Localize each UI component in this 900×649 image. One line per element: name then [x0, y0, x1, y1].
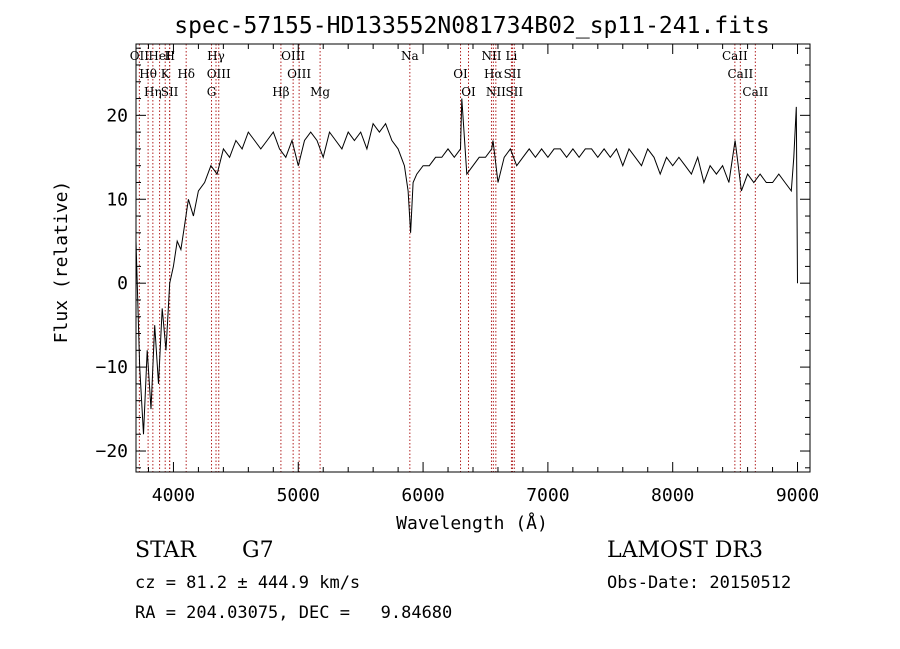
line-marker-label: K [161, 67, 171, 81]
x-tick-label: 7000 [526, 485, 569, 506]
y-axis-ticks: −20 −10 0 10 20 [95, 47, 810, 469]
coordinates: RA = 204.03075, DEC = 9.84680 [135, 603, 453, 623]
line-marker-label: OII [130, 49, 150, 63]
line-marker-label: OI [461, 85, 476, 99]
line-marker-label: HeI [148, 49, 171, 63]
y-tick-label: 0 [117, 273, 128, 294]
line-marker-label: Hδ [177, 67, 195, 81]
x-axis-ticks: 4000 5000 6000 7000 8000 9000 [147, 44, 819, 506]
line-marker-label: SII [161, 85, 179, 99]
line-marker-label: G [207, 85, 217, 99]
y-tick-label: 20 [106, 105, 128, 126]
line-marker-label: Na [401, 49, 419, 63]
y-tick-label: −20 [95, 441, 128, 462]
line-marker-label: Hθ [139, 67, 157, 81]
line-markers [138, 44, 756, 472]
line-marker-label: CaII [727, 67, 753, 81]
line-marker-label: Li [506, 49, 518, 63]
line-marker-label: Hγ [207, 49, 225, 63]
line-marker-label: OIII [287, 67, 311, 81]
x-tick-label: 4000 [152, 485, 195, 506]
redshift-value: cz = 81.2 ± 444.9 km/s [135, 573, 361, 593]
line-marker-label: SII [504, 67, 522, 81]
x-tick-label: 9000 [776, 485, 819, 506]
y-tick-label: −10 [95, 357, 128, 378]
line-marker-label: SII [505, 85, 523, 99]
object-subclass: G7 [242, 538, 274, 563]
line-marker-label: NII [481, 49, 501, 63]
survey-name: LAMOST DR3 [607, 538, 763, 563]
x-axis-label: Wavelength (Å) [396, 512, 548, 534]
plot-frame [135, 43, 811, 473]
line-marker-label: OIII [207, 67, 231, 81]
y-axis-label: Flux (relative) [51, 181, 72, 344]
x-tick-label: 8000 [651, 485, 694, 506]
x-tick-label: 6000 [401, 485, 444, 506]
obs-date: Obs-Date: 20150512 [607, 573, 792, 593]
line-marker-label: Hη [144, 85, 162, 99]
line-marker-label: Hβ [272, 85, 289, 99]
chart-title: spec-57155-HD133552N081734B02_sp11-241.f… [174, 13, 769, 39]
line-marker-labels: OII Hθ Hη HeI K SII HHδ G Hγ OIII Hβ OIII OIII Mg Na OI… [130, 49, 769, 99]
spectrum-line [135, 98, 798, 435]
line-marker-label: H [164, 49, 174, 63]
x-tick-label: 5000 [277, 485, 320, 506]
line-marker-label: OI [453, 67, 468, 81]
line-marker-label: NII [486, 85, 506, 99]
line-marker-label: OIII [281, 49, 305, 63]
line-marker-label: CaII [742, 85, 768, 99]
object-class: STAR [135, 538, 196, 563]
y-tick-label: 10 [106, 189, 128, 210]
line-marker-label: Hα [484, 67, 503, 81]
line-marker-label: Mg [310, 85, 330, 99]
line-marker-label: CaII [722, 49, 748, 63]
